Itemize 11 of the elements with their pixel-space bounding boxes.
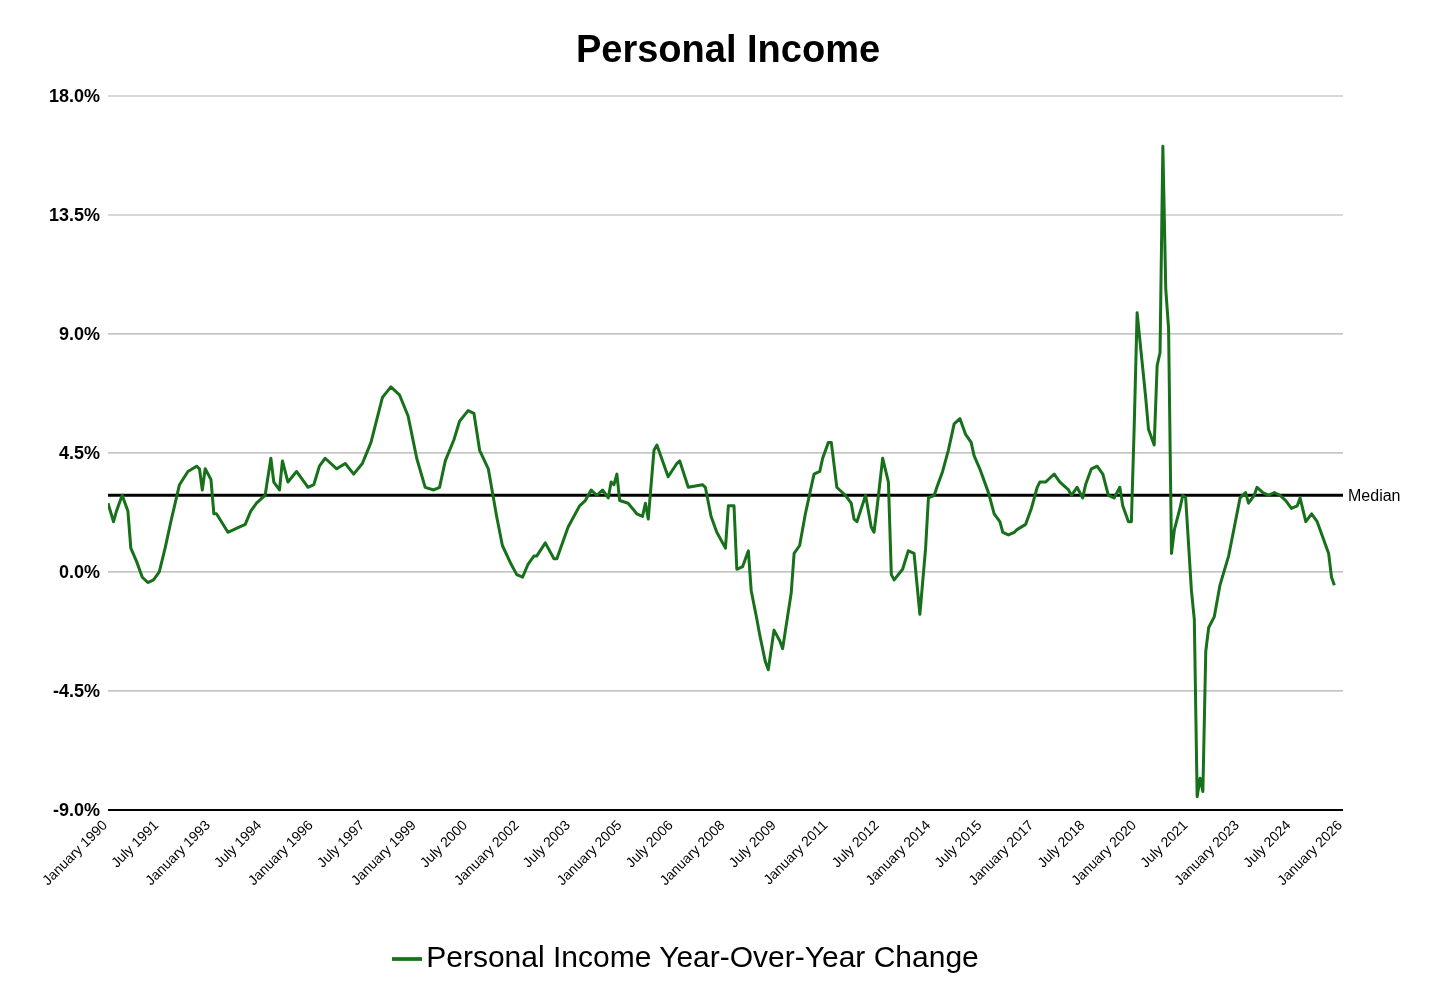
legend-label: Personal Income Year-Over-Year Change [426,939,979,973]
ref-line-label: Median [1348,486,1401,504]
y-tick-label: 13.5% [48,205,100,226]
chart-title: Personal Income [574,28,882,72]
y-tick-label: -9.0% [52,800,100,821]
y-tick-label: 9.0% [58,324,100,345]
y-tick-label: -4.5% [52,681,100,702]
y-tick-label: 0.0% [58,562,100,583]
y-tick-label: 18.0% [48,86,100,107]
y-tick-label: 4.5% [58,443,100,464]
line-series [108,144,1336,799]
